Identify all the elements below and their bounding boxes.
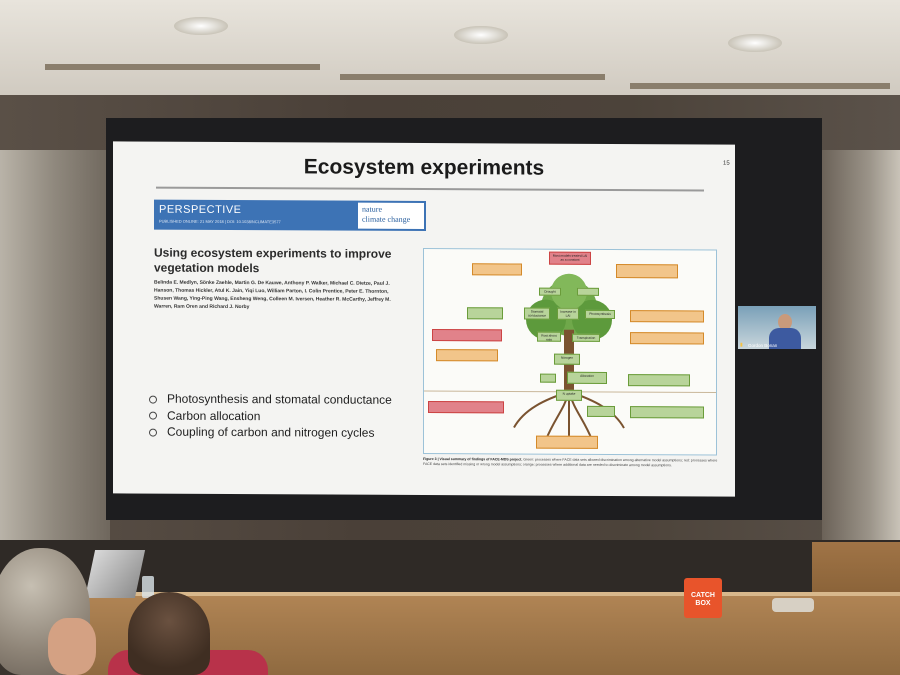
ceiling-trim: [340, 74, 605, 80]
journal-logo-line1: nature: [362, 204, 382, 214]
finding-box: [577, 287, 599, 296]
catchbox-microphone: CATCH BOX: [684, 578, 722, 618]
finding-box: Nitrogen: [554, 353, 580, 365]
bullet-circle-icon: [149, 428, 157, 437]
finding-box: [472, 263, 522, 276]
ceiling-light: [728, 34, 782, 52]
bullet-item: Photosynthesis and stomatal conductance: [149, 392, 392, 410]
laptop: [84, 550, 146, 598]
finding-box: Allocation: [567, 371, 607, 384]
finding-box: [536, 435, 598, 449]
finding-box: [587, 405, 615, 418]
ceiling-light: [454, 26, 508, 44]
slide-page-number: 15: [723, 160, 730, 167]
finding-box: [432, 329, 502, 342]
finding-box: [630, 332, 704, 345]
catchbox-label-2: BOX: [695, 600, 711, 607]
paper-title: Using ecosystem experiments to improve v…: [154, 245, 392, 276]
right-curtain: [822, 150, 900, 550]
banner-kicker: PERSPECTIVE: [159, 203, 242, 217]
ceiling-trim: [630, 83, 890, 89]
audience-member-head: [128, 592, 210, 675]
webcam-tile: ▮ Gordon Bonan: [738, 306, 816, 349]
speaker-body: [769, 328, 801, 349]
finding-box: Most models treated LAI as a constant: [549, 251, 591, 265]
bullet-circle-icon: [149, 411, 157, 420]
speaker-name: Gordon Bonan: [748, 343, 778, 348]
journal-logo-line2: climate change: [362, 214, 411, 224]
journal-banner: PERSPECTIVE PUBLISHED ONLINE: 21 MAY 201…: [154, 199, 426, 232]
catchbox-label-1: CATCH: [691, 592, 715, 599]
slide-title: Ecosystem experiments: [303, 155, 545, 180]
figure-caption: Figure 3 | Visual summary of findings of…: [423, 457, 718, 469]
finding-box: Stomatal conductance: [524, 307, 550, 320]
author-list: Belinda E. Medlyn, Sönke Zaehle, Martin …: [154, 279, 391, 311]
finding-box: Drought: [539, 287, 561, 296]
finding-box: Transpiration: [572, 333, 600, 342]
finding-box: [540, 373, 556, 383]
title-divider: [156, 186, 704, 192]
finding-box: Photosynthesis: [585, 309, 615, 320]
caption-heading: Figure 3 | Visual summary of findings of…: [423, 456, 523, 462]
bullet-item: Carbon allocation: [149, 408, 392, 426]
desk-object: [772, 598, 814, 612]
left-curtain: [0, 150, 110, 550]
finding-box: Root:shoot ratio: [537, 331, 561, 342]
ceiling-trim: [45, 64, 320, 70]
bullet-circle-icon: [149, 395, 157, 404]
finding-box: [628, 374, 690, 387]
finding-box: [467, 307, 503, 320]
finding-box: [630, 406, 704, 419]
finding-box: [428, 401, 504, 414]
tree-canopy-icon: [551, 273, 587, 310]
tree-figure: Most models treated LAI as a constant Dr…: [423, 247, 717, 456]
ceiling-light: [174, 17, 228, 35]
audience-member-hand: [48, 618, 96, 675]
signal-icon: ▮: [740, 342, 743, 348]
bullet-item: Coupling of carbon and nitrogen cycles: [149, 425, 392, 443]
speaker-avatar: [778, 314, 792, 330]
banner-subline: PUBLISHED ONLINE: 21 MAY 2018 | DOI: 10.…: [159, 218, 281, 225]
finding-box: N uptake: [556, 389, 582, 401]
water-bottle: [142, 576, 154, 598]
finding-box: [616, 264, 678, 279]
finding-box: Increase in LAI: [557, 307, 579, 320]
finding-box: [436, 349, 498, 362]
presentation-slide: Ecosystem experiments 15 PERSPECTIVE PUB…: [113, 141, 735, 497]
finding-box: [630, 310, 704, 323]
bullet-list: Photosynthesis and stomatal conductance …: [149, 392, 392, 443]
journal-logo: nature climate change: [358, 202, 424, 229]
desk-edge: [70, 592, 900, 598]
